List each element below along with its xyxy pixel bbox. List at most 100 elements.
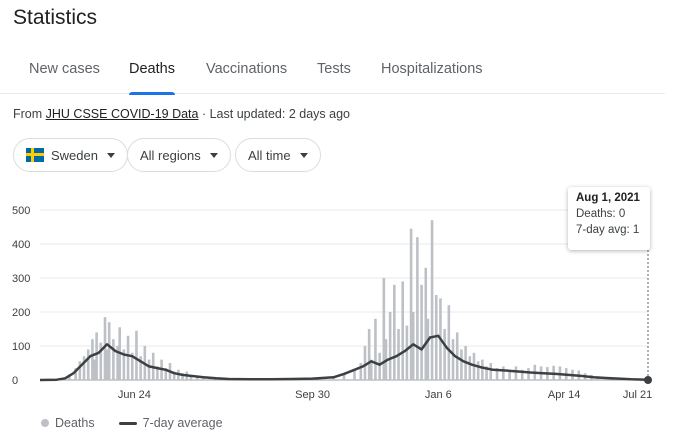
tab-hospitalizations[interactable]: Hospitalizations xyxy=(381,61,483,77)
deaths-bar xyxy=(112,339,115,380)
chart-tooltip: Aug 1, 2021 Deaths: 0 7-day avg: 1 xyxy=(568,187,650,250)
deaths-bar xyxy=(411,312,415,380)
country-filter-label: Sweden xyxy=(51,147,98,163)
deaths-bar xyxy=(447,305,451,380)
deaths-bar xyxy=(443,329,446,380)
deaths-bar xyxy=(93,359,96,380)
x-tick-label: Jun 24 xyxy=(118,389,151,401)
deaths-bar xyxy=(342,373,346,380)
x-axis-ticks: Jun 24 Sep 30 Jan 6 Apr 14 Jul 21 xyxy=(118,389,652,401)
deaths-bar xyxy=(367,329,371,380)
x-tick-label: Jul 21 xyxy=(623,389,652,401)
deaths-legend-swatch xyxy=(41,419,49,427)
y-tick-label: 300 xyxy=(12,273,30,285)
deaths-bar xyxy=(91,339,94,380)
deaths-bar xyxy=(126,335,130,380)
y-tick-label: 100 xyxy=(12,341,30,353)
average-legend-swatch xyxy=(118,421,137,425)
highlight-point xyxy=(644,376,652,384)
deaths-bar xyxy=(99,342,103,380)
deaths-bar xyxy=(156,366,159,380)
chevron-down-icon xyxy=(209,152,218,158)
deaths-bar xyxy=(508,369,511,380)
deaths-bar xyxy=(460,349,463,380)
tab-vaccinations[interactable]: Vaccinations xyxy=(206,61,288,77)
deaths-bar xyxy=(189,374,193,380)
average-line-group xyxy=(39,334,649,382)
deaths-bar xyxy=(405,325,409,380)
deaths-bar xyxy=(416,237,419,380)
tooltip-date: Aug 1, 2021 xyxy=(576,192,640,204)
deaths-bar xyxy=(426,318,430,380)
y-axis-ticks: 0 100 200 300 400 500 xyxy=(12,205,30,387)
deaths-bar xyxy=(359,363,363,380)
deaths-bar xyxy=(105,349,109,380)
deaths-bar xyxy=(388,312,392,380)
deaths-bar xyxy=(382,278,386,380)
deaths-bar xyxy=(116,346,119,380)
deaths-bar xyxy=(130,352,134,380)
region-filter-label: All regions xyxy=(140,147,201,163)
deaths-bar xyxy=(195,375,199,380)
active-tab-indicator xyxy=(129,92,175,95)
time-filter[interactable]: All time xyxy=(235,138,321,172)
deaths-bar xyxy=(481,359,484,380)
deaths-bar xyxy=(103,317,107,380)
deaths-bar xyxy=(527,368,530,380)
deaths-bar xyxy=(495,368,499,380)
y-tick-label: 500 xyxy=(12,205,30,217)
deaths-bar xyxy=(514,366,518,380)
deaths-bar xyxy=(420,284,423,380)
data-source-line: From JHU CSSE COVID-19 Data · Last updat… xyxy=(13,107,350,121)
deaths-bar xyxy=(122,349,126,380)
deaths-bar xyxy=(363,346,367,380)
deaths-bar xyxy=(374,318,377,380)
deaths-bar xyxy=(147,359,151,380)
deaths-bar xyxy=(107,322,111,380)
y-tick-label: 400 xyxy=(12,239,30,251)
time-filter-label: All time xyxy=(248,147,291,163)
region-filter[interactable]: All regions xyxy=(127,138,231,172)
deaths-bar xyxy=(369,359,373,380)
deaths-bar xyxy=(434,295,438,380)
deaths-bar xyxy=(95,332,98,380)
deaths-bar xyxy=(476,361,480,380)
source-prefix: From xyxy=(13,107,43,121)
deaths-bar xyxy=(164,368,168,380)
y-tick-label: 200 xyxy=(12,307,30,319)
deaths-chart[interactable]: 0 100 200 300 400 500 Jun 24 Sep 30 Jan 6 Apr 14… xyxy=(0,180,692,416)
legend-average-label: 7-day average xyxy=(142,416,223,430)
tab-tests[interactable]: Tests xyxy=(317,61,351,77)
sweden-flag-icon xyxy=(26,148,44,162)
average-line xyxy=(39,334,649,382)
chevron-down-icon xyxy=(299,152,308,158)
x-tick-label: Sep 30 xyxy=(295,389,330,401)
deaths-bar xyxy=(409,228,413,380)
tab-deaths-label: Deaths xyxy=(129,61,175,77)
deaths-bar xyxy=(485,366,488,380)
tooltip-deaths: Deaths: 0 xyxy=(576,208,626,220)
deaths-bar xyxy=(82,356,86,380)
deaths-bar xyxy=(74,368,77,380)
source-link[interactable]: JHU CSSE COVID-19 Data xyxy=(45,107,199,121)
tab-bar: New cases Deaths Vaccinations Tests Hosp… xyxy=(0,48,665,95)
deaths-bar xyxy=(68,374,71,380)
deaths-bar xyxy=(86,349,90,380)
x-tick-label: Apr 14 xyxy=(548,389,580,401)
chevron-down-icon xyxy=(106,152,115,158)
legend-deaths-label: Deaths xyxy=(55,416,95,430)
deaths-bar xyxy=(378,352,381,380)
country-filter[interactable]: Sweden xyxy=(13,138,128,172)
deaths-bar xyxy=(451,339,455,380)
tab-deaths[interactable]: Deaths xyxy=(129,48,175,95)
tab-new-cases[interactable]: New cases xyxy=(29,61,100,77)
deaths-bar xyxy=(172,371,176,380)
deaths-bar xyxy=(424,267,428,380)
last-updated-text: · Last updated: 2 days ago xyxy=(201,107,350,121)
deaths-bar xyxy=(520,369,524,380)
deaths-bar xyxy=(353,369,356,380)
deaths-bar xyxy=(139,356,142,380)
tooltip-average: 7-day avg: 1 xyxy=(576,224,640,236)
deaths-bar xyxy=(468,356,472,380)
deaths-bar xyxy=(393,284,396,380)
